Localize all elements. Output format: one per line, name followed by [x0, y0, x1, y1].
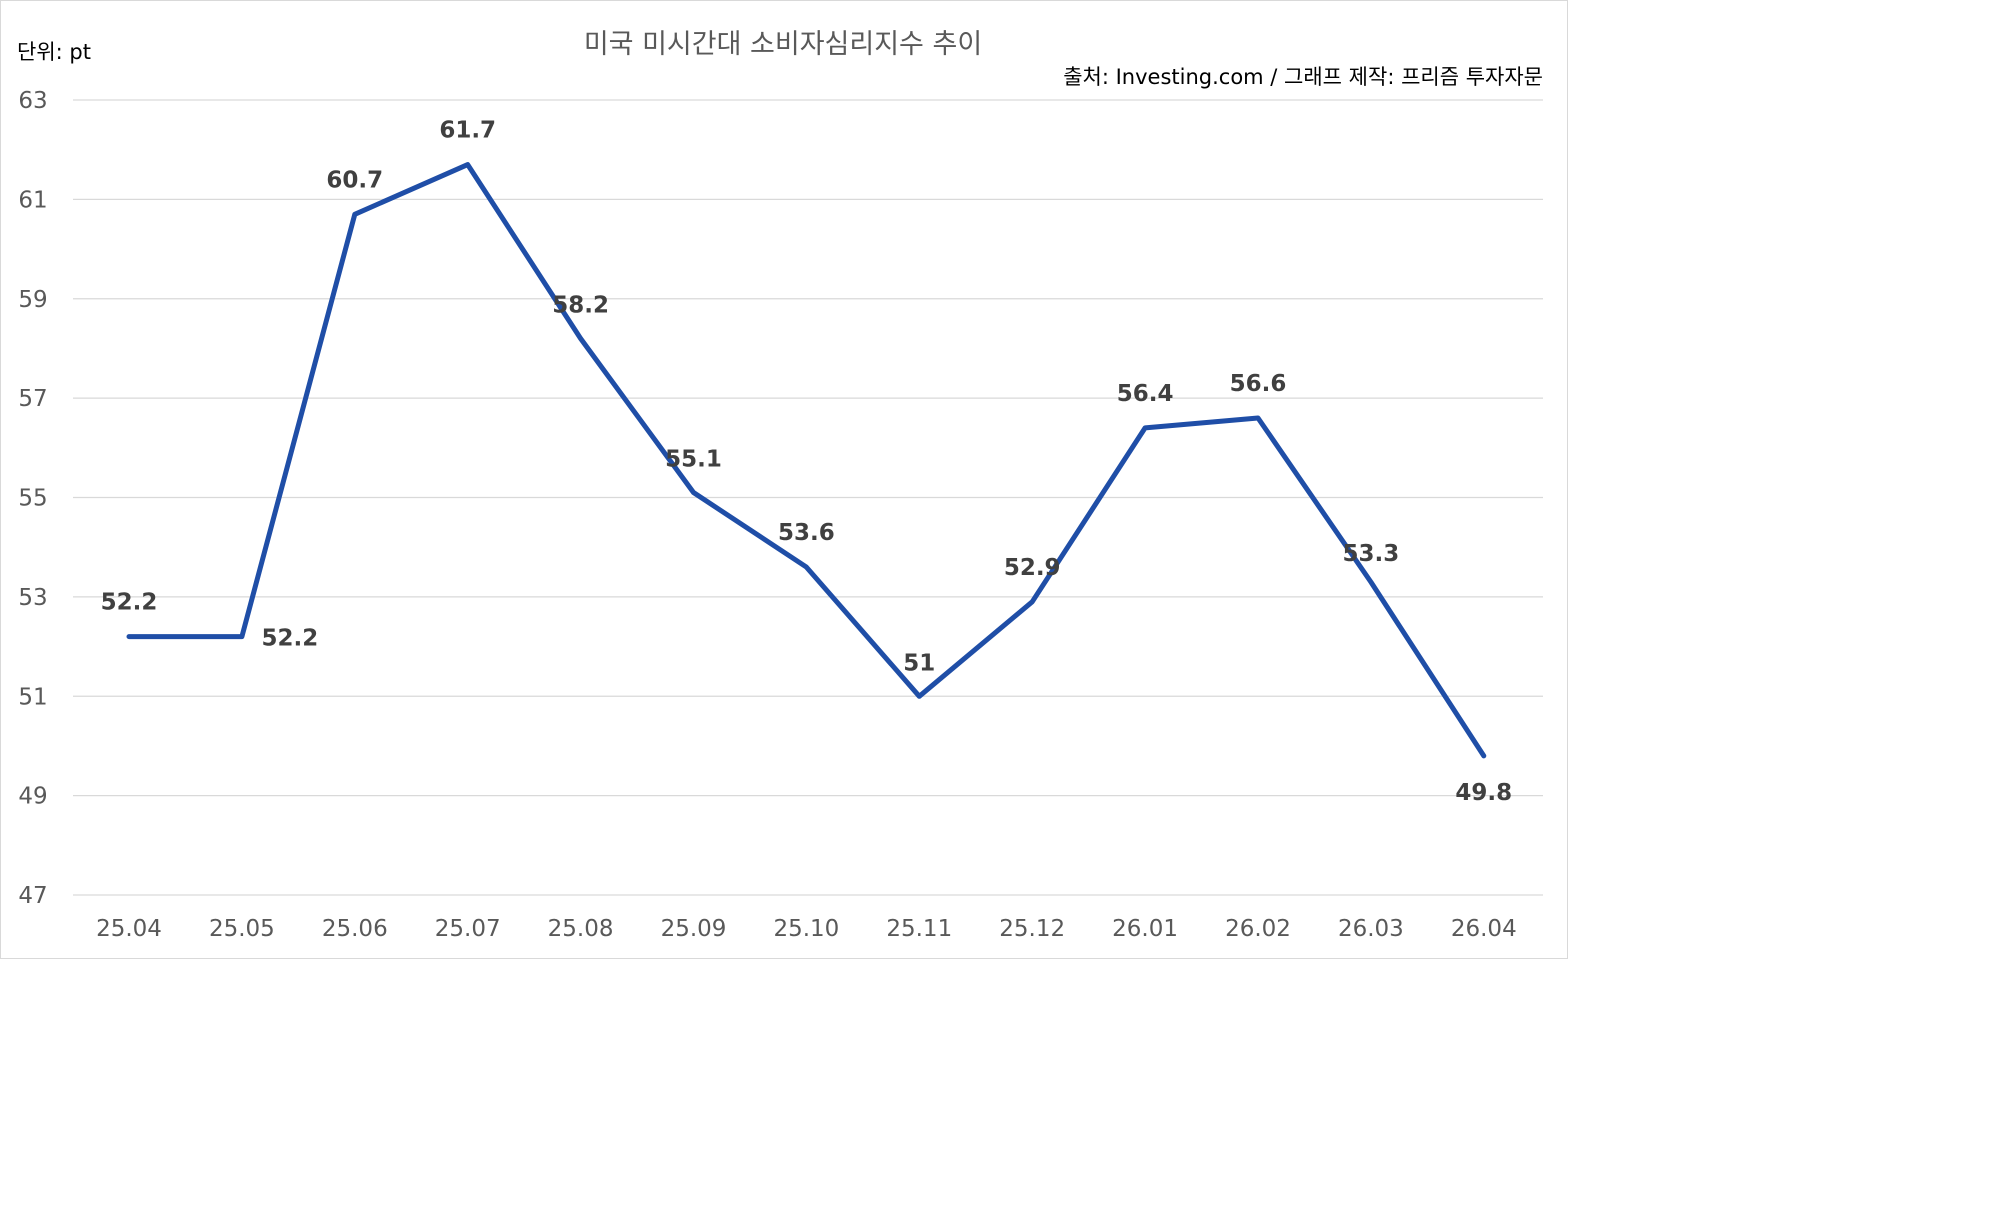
data-label: 51 [903, 650, 935, 676]
y-tick-label: 63 [18, 88, 47, 114]
x-tick-label: 26.01 [1112, 916, 1178, 942]
y-tick-label: 61 [18, 187, 47, 213]
data-label: 52.9 [1004, 555, 1061, 581]
data-label: 49.8 [1455, 780, 1512, 806]
x-tick-label: 26.02 [1225, 916, 1291, 942]
x-tick-label: 25.08 [548, 916, 614, 942]
y-tick-label: 47 [18, 883, 47, 909]
x-tick-label: 25.07 [435, 916, 501, 942]
data-label: 55.1 [665, 447, 722, 473]
data-label: 52.2 [262, 626, 319, 652]
data-label: 58.2 [552, 293, 609, 319]
y-tick-label: 49 [18, 784, 47, 810]
x-tick-label: 26.03 [1338, 916, 1404, 942]
x-tick-label: 25.04 [96, 916, 162, 942]
x-tick-label: 26.04 [1451, 916, 1517, 942]
chart-title: 미국 미시간대 소비자심리지수 추이 [584, 29, 982, 60]
y-tick-label: 53 [18, 585, 47, 611]
x-tick-label: 25.10 [773, 916, 839, 942]
y-tick-label: 51 [18, 684, 47, 710]
data-label: 53.6 [778, 520, 835, 546]
data-label: 56.6 [1230, 371, 1287, 397]
x-tick-label: 25.12 [999, 916, 1065, 942]
y-axis: 47 49 51 53 55 57 59 61 63 [18, 88, 47, 909]
series [126, 162, 1487, 759]
data-label: 52.2 [101, 590, 158, 616]
series-line [126, 162, 1487, 759]
x-tick-label: 25.09 [661, 916, 727, 942]
data-label: 53.3 [1343, 541, 1400, 567]
grid [73, 99, 1543, 896]
y-tick-label: 57 [18, 386, 47, 412]
data-labels: 52.2 52.2 60.7 61.7 58.2 55.1 53.6 51 52.9 56.4 56… [101, 118, 1513, 806]
y-tick-label: 55 [18, 486, 47, 512]
x-axis: 25.04 25.05 25.06 25.07 25.08 25.09 25.10 25.11… [96, 916, 1517, 942]
data-label: 60.7 [326, 167, 383, 193]
line-chart: 미국 미시간대 소비자심리지수 추이 단위: pt 출처: Investing.… [17, 29, 1543, 942]
unit-label: 단위: pt [17, 40, 91, 64]
source-note: 출처: Investing.com / 그래프 제작: 프리즘 투자자문 [1063, 65, 1543, 89]
x-tick-label: 25.06 [322, 916, 388, 942]
x-tick-label: 25.11 [886, 916, 952, 942]
data-label: 56.4 [1117, 381, 1174, 407]
chart-frame: 미국 미시간대 소비자심리지수 추이 단위: pt 출처: Investing.… [0, 0, 1568, 959]
data-label: 61.7 [439, 118, 496, 144]
y-tick-label: 59 [18, 287, 47, 313]
x-tick-label: 25.05 [209, 916, 275, 942]
